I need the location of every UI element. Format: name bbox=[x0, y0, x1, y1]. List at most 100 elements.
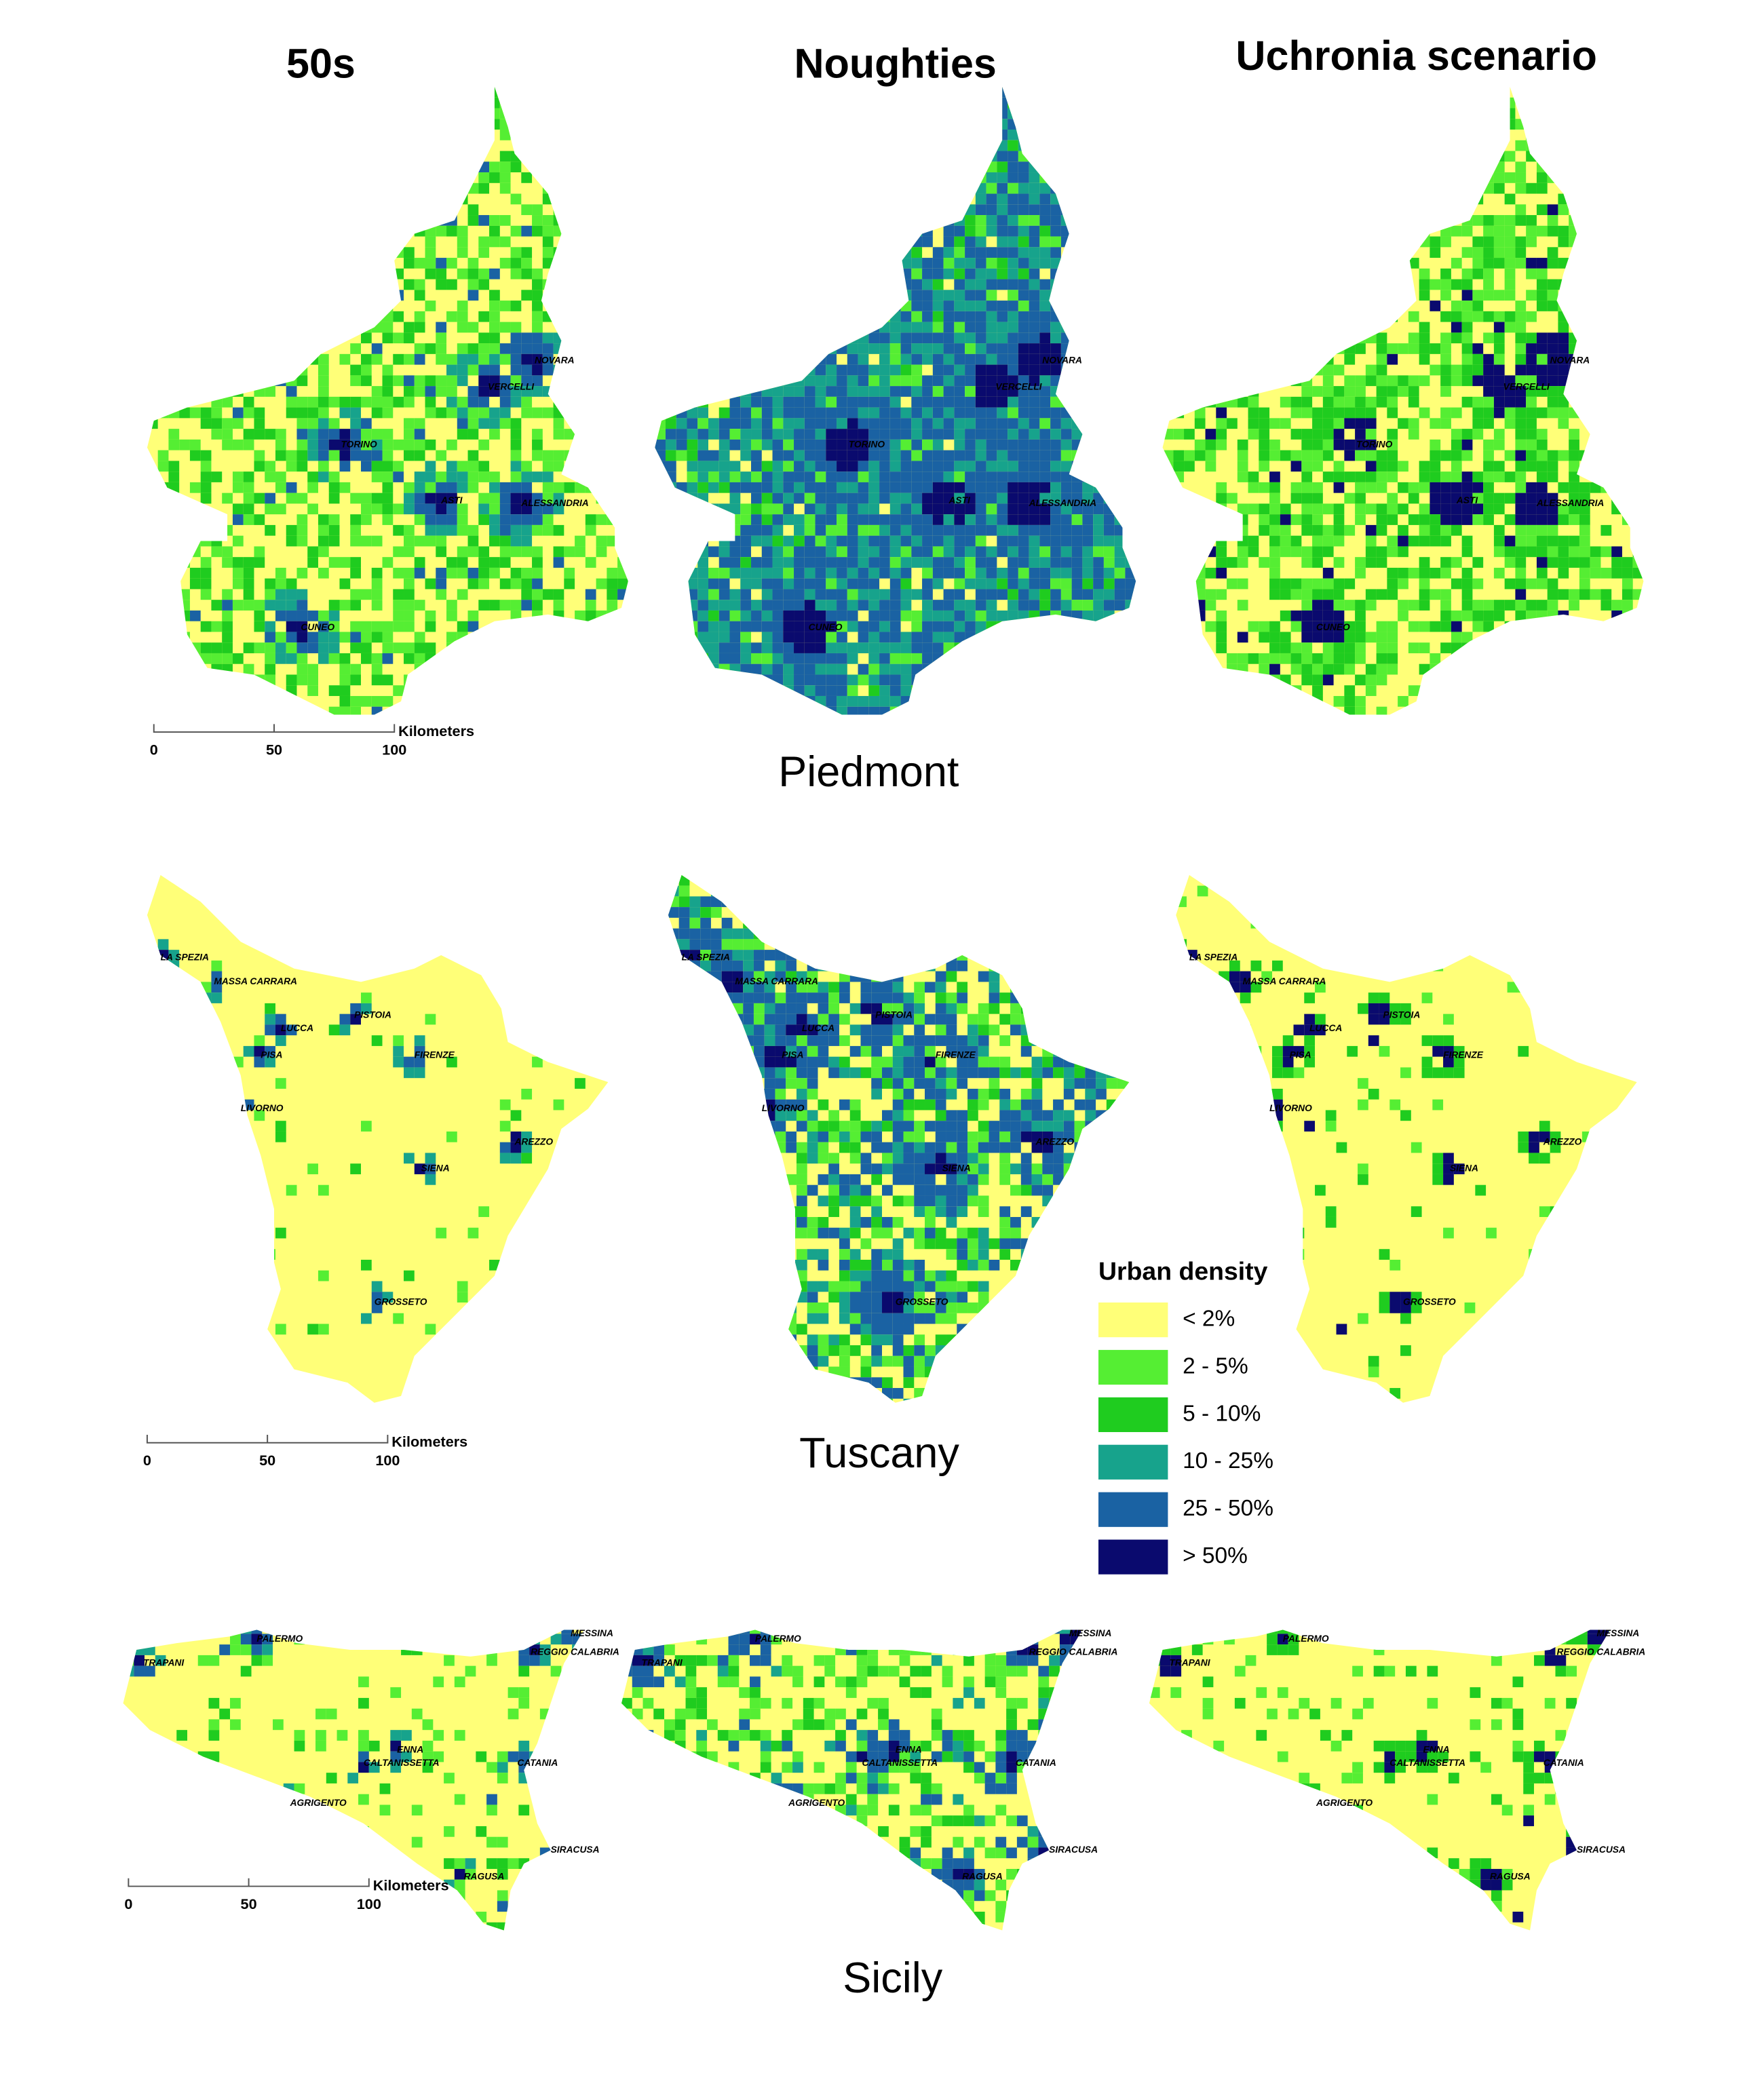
density-cell bbox=[1060, 204, 1072, 216]
density-cell bbox=[697, 514, 708, 525]
density-cell bbox=[879, 663, 890, 675]
density-cell bbox=[1060, 87, 1072, 98]
density-cell bbox=[189, 322, 201, 333]
density-cell bbox=[1103, 172, 1115, 183]
density-cell bbox=[1018, 301, 1029, 311]
density-cell bbox=[564, 578, 575, 590]
density-cell bbox=[1355, 108, 1366, 119]
density-cell bbox=[687, 514, 698, 525]
density-cell bbox=[911, 674, 923, 686]
density-cell bbox=[847, 610, 858, 621]
density-cell bbox=[521, 407, 533, 419]
density-cell bbox=[837, 557, 847, 568]
density-cell bbox=[858, 322, 869, 333]
density-cell bbox=[404, 108, 415, 119]
density-cell bbox=[179, 642, 190, 653]
density-cell bbox=[436, 514, 447, 525]
density-cell bbox=[286, 161, 297, 173]
density-cell bbox=[1355, 290, 1366, 301]
density-cell bbox=[393, 311, 404, 322]
density-cell bbox=[1039, 600, 1051, 611]
density-cell bbox=[1312, 418, 1323, 429]
density-cell bbox=[858, 396, 869, 408]
density-cell bbox=[1408, 151, 1419, 162]
density-cell bbox=[740, 311, 752, 322]
density-cell bbox=[478, 642, 490, 653]
density-cell bbox=[761, 429, 773, 440]
density-cell bbox=[1333, 247, 1345, 258]
density-cell bbox=[729, 407, 741, 419]
density-cell bbox=[1184, 140, 1195, 151]
density-cell bbox=[804, 182, 816, 194]
density-cell bbox=[708, 450, 719, 461]
density-cell bbox=[1333, 215, 1345, 226]
density-cell bbox=[1355, 332, 1366, 344]
density-cell bbox=[1184, 322, 1195, 333]
density-cell bbox=[1050, 589, 1061, 600]
density-cell bbox=[1103, 695, 1115, 707]
density-cell bbox=[804, 247, 816, 258]
density-cell bbox=[943, 514, 955, 525]
density-cell bbox=[1125, 311, 1136, 322]
density-cell bbox=[1050, 108, 1061, 119]
density-cell bbox=[697, 663, 708, 675]
density-cell bbox=[729, 279, 741, 290]
density-cell bbox=[718, 182, 730, 194]
density-cell bbox=[307, 429, 318, 440]
density-cell bbox=[655, 236, 666, 248]
density-cell bbox=[1050, 514, 1061, 525]
density-cell bbox=[318, 151, 329, 162]
density-cell bbox=[318, 353, 329, 365]
density-cell bbox=[965, 695, 976, 707]
density-cell bbox=[222, 493, 233, 504]
density-cell bbox=[1237, 87, 1248, 98]
density-cell bbox=[729, 706, 741, 715]
density-cell bbox=[1071, 706, 1083, 715]
density-cell bbox=[521, 247, 533, 258]
density-cell bbox=[1344, 172, 1356, 183]
density-cell bbox=[147, 97, 158, 109]
density-cell bbox=[826, 653, 837, 664]
density-cell bbox=[826, 215, 837, 226]
density-cell bbox=[1216, 311, 1227, 322]
density-cell bbox=[1114, 332, 1126, 344]
density-cell bbox=[307, 642, 318, 653]
density-cell bbox=[1103, 311, 1115, 322]
density-cell bbox=[1039, 247, 1051, 258]
density-cell bbox=[943, 695, 955, 707]
density-cell bbox=[718, 353, 730, 365]
density-cell bbox=[889, 290, 901, 301]
density-cell bbox=[718, 524, 730, 536]
density-cell bbox=[1125, 663, 1136, 675]
density-cell bbox=[147, 119, 158, 130]
density-cell bbox=[157, 322, 169, 333]
density-cell bbox=[1227, 396, 1238, 408]
density-cell bbox=[1312, 546, 1323, 558]
density-cell bbox=[1194, 130, 1206, 140]
density-cell bbox=[1103, 653, 1115, 664]
density-cell bbox=[542, 151, 554, 162]
density-cell bbox=[1419, 589, 1430, 600]
density-cell bbox=[1419, 600, 1430, 611]
density-cell bbox=[922, 343, 933, 354]
density-cell bbox=[1039, 503, 1051, 515]
density-cell bbox=[1093, 353, 1104, 365]
density-cell bbox=[718, 258, 730, 269]
density-cell bbox=[740, 151, 752, 162]
density-cell bbox=[815, 258, 826, 269]
density-cell bbox=[1301, 610, 1313, 621]
density-cell bbox=[889, 87, 901, 98]
density-cell bbox=[804, 301, 816, 311]
density-cell bbox=[922, 332, 933, 344]
density-cell bbox=[521, 567, 533, 579]
density-cell bbox=[457, 268, 468, 279]
density-cell bbox=[676, 706, 687, 715]
density-cell bbox=[382, 557, 394, 568]
density-cell bbox=[954, 87, 965, 98]
density-cell bbox=[1333, 119, 1345, 130]
density-cell bbox=[1071, 482, 1083, 493]
density-cell bbox=[837, 87, 847, 98]
density-cell bbox=[542, 493, 554, 504]
density-cell bbox=[232, 674, 244, 686]
density-cell bbox=[1333, 396, 1345, 408]
